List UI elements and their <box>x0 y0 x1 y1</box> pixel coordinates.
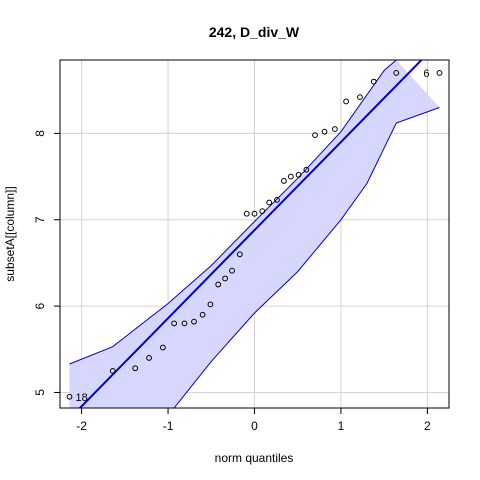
data-point <box>222 275 229 282</box>
data-point <box>207 301 214 308</box>
data-point <box>393 70 400 76</box>
data-point <box>146 355 152 361</box>
data-point <box>274 196 280 203</box>
data-point <box>303 166 310 173</box>
x-axis-label: norm quantiles <box>215 451 294 465</box>
x-tick-label: 0 <box>251 419 258 433</box>
data-point <box>357 94 363 101</box>
data-point <box>181 320 188 327</box>
data-point <box>251 210 258 217</box>
y-tick-label: 6 <box>33 302 47 309</box>
data-points: 18 6 <box>66 68 443 404</box>
x-tick-label: -1 <box>163 419 174 433</box>
y-axis: 5 6 7 8 <box>33 130 60 396</box>
x-tick-label: -2 <box>76 419 87 433</box>
data-point <box>159 344 166 351</box>
chart-title: 242, D_div_W <box>209 24 300 40</box>
data-point <box>215 281 222 288</box>
point-label: 6 <box>423 68 429 80</box>
confidence-band-upper <box>69 60 397 365</box>
data-point <box>132 365 139 372</box>
y-tick-label: 7 <box>33 216 47 223</box>
data-point <box>370 78 377 85</box>
data-point <box>236 251 243 258</box>
data-point <box>343 98 350 105</box>
x-axis: -2 -1 0 1 2 <box>76 408 431 433</box>
data-point <box>280 177 287 184</box>
data-point <box>66 393 73 400</box>
data-point <box>191 318 197 325</box>
data-point <box>199 311 206 318</box>
x-tick-label: 1 <box>338 419 345 433</box>
x-tick-label: 2 <box>424 419 431 433</box>
data-point <box>295 171 302 178</box>
data-point <box>312 132 318 139</box>
y-tick-label: 8 <box>33 130 47 137</box>
data-point <box>321 128 328 135</box>
data-point <box>259 208 266 215</box>
data-point <box>266 199 273 206</box>
data-point <box>229 267 235 274</box>
data-point <box>171 320 178 327</box>
data-point <box>109 367 116 374</box>
point-label: 18 <box>76 392 88 404</box>
data-point <box>436 70 443 76</box>
data-point <box>243 210 250 217</box>
confidence-band-lower <box>69 107 440 408</box>
data-point <box>287 173 294 180</box>
data-point <box>331 126 338 132</box>
y-axis-label: subsetA[[column]] <box>3 186 17 281</box>
confidence-band-fill <box>69 60 440 408</box>
y-tick-label: 5 <box>33 389 47 396</box>
